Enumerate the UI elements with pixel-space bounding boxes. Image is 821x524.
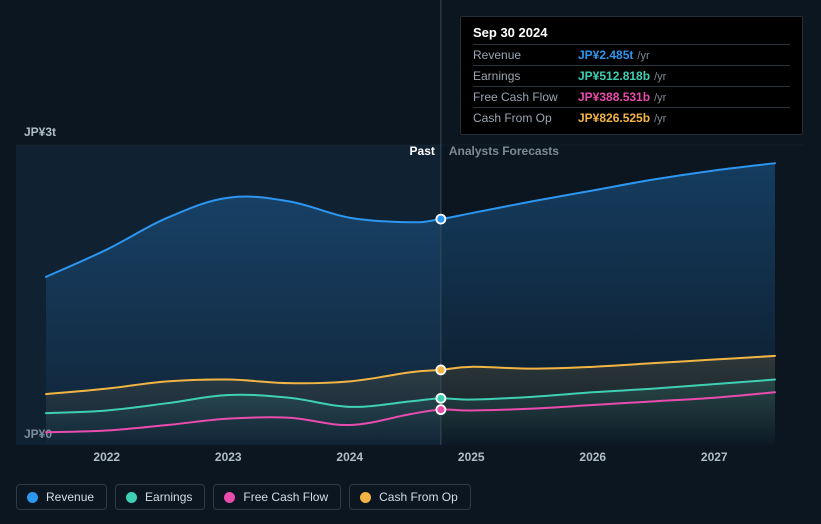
x-axis: 2022 2023 2024 2025 2026 2027 [16,450,805,470]
section-label-past: Past [410,144,435,158]
cursor-dot-fcf [436,405,445,414]
tooltip-value: JP¥388.531b [578,90,650,104]
cursor-dot-earnings [436,394,445,403]
tooltip-metric: Free Cash Flow [473,90,578,104]
tooltip-unit: /yr [654,92,666,104]
tooltip-date: Sep 30 2024 [473,25,790,40]
tooltip-row: Revenue JP¥2.485t /yr [473,44,790,65]
tooltip-unit: /yr [654,113,666,125]
tooltip-value: JP¥512.818b [578,69,650,83]
legend-swatch [360,492,371,503]
tooltip-metric: Earnings [473,69,578,83]
legend-label: Earnings [145,490,192,504]
tooltip-unit: /yr [637,50,649,62]
legend-item[interactable]: Revenue [16,484,107,510]
tooltip-row: Earnings JP¥512.818b /yr [473,65,790,86]
legend-swatch [126,492,137,503]
legend-item[interactable]: Cash From Op [349,484,471,510]
tooltip-metric: Revenue [473,48,578,62]
y-axis-label-top: JP¥3t [24,125,56,139]
tooltip-unit: /yr [654,71,666,83]
chart-plot-area[interactable]: Past Analysts Forecasts [16,145,805,445]
x-tick: 2024 [336,450,363,464]
legend-item[interactable]: Earnings [115,484,205,510]
chart-legend: Revenue Earnings Free Cash Flow Cash Fro… [16,484,471,510]
legend-swatch [27,492,38,503]
section-label-forecast: Analysts Forecasts [449,144,559,158]
legend-item[interactable]: Free Cash Flow [213,484,341,510]
tooltip-value: JP¥2.485t [578,48,633,62]
tooltip-value: JP¥826.525b [578,111,650,125]
cursor-dot-revenue [436,215,445,224]
tooltip-metric: Cash From Op [473,111,578,125]
x-tick: 2026 [579,450,606,464]
x-tick: 2023 [215,450,242,464]
cursor-dot-cash_from_op [436,365,445,374]
x-tick: 2022 [93,450,120,464]
legend-label: Cash From Op [379,490,458,504]
legend-label: Free Cash Flow [243,490,328,504]
x-tick: 2025 [458,450,485,464]
x-tick: 2027 [701,450,728,464]
tooltip-row: Free Cash Flow JP¥388.531b /yr [473,86,790,107]
legend-swatch [224,492,235,503]
legend-label: Revenue [46,490,94,504]
chart-tooltip: Sep 30 2024 Revenue JP¥2.485t /yr Earnin… [460,16,803,135]
tooltip-row: Cash From Op JP¥826.525b /yr [473,107,790,128]
